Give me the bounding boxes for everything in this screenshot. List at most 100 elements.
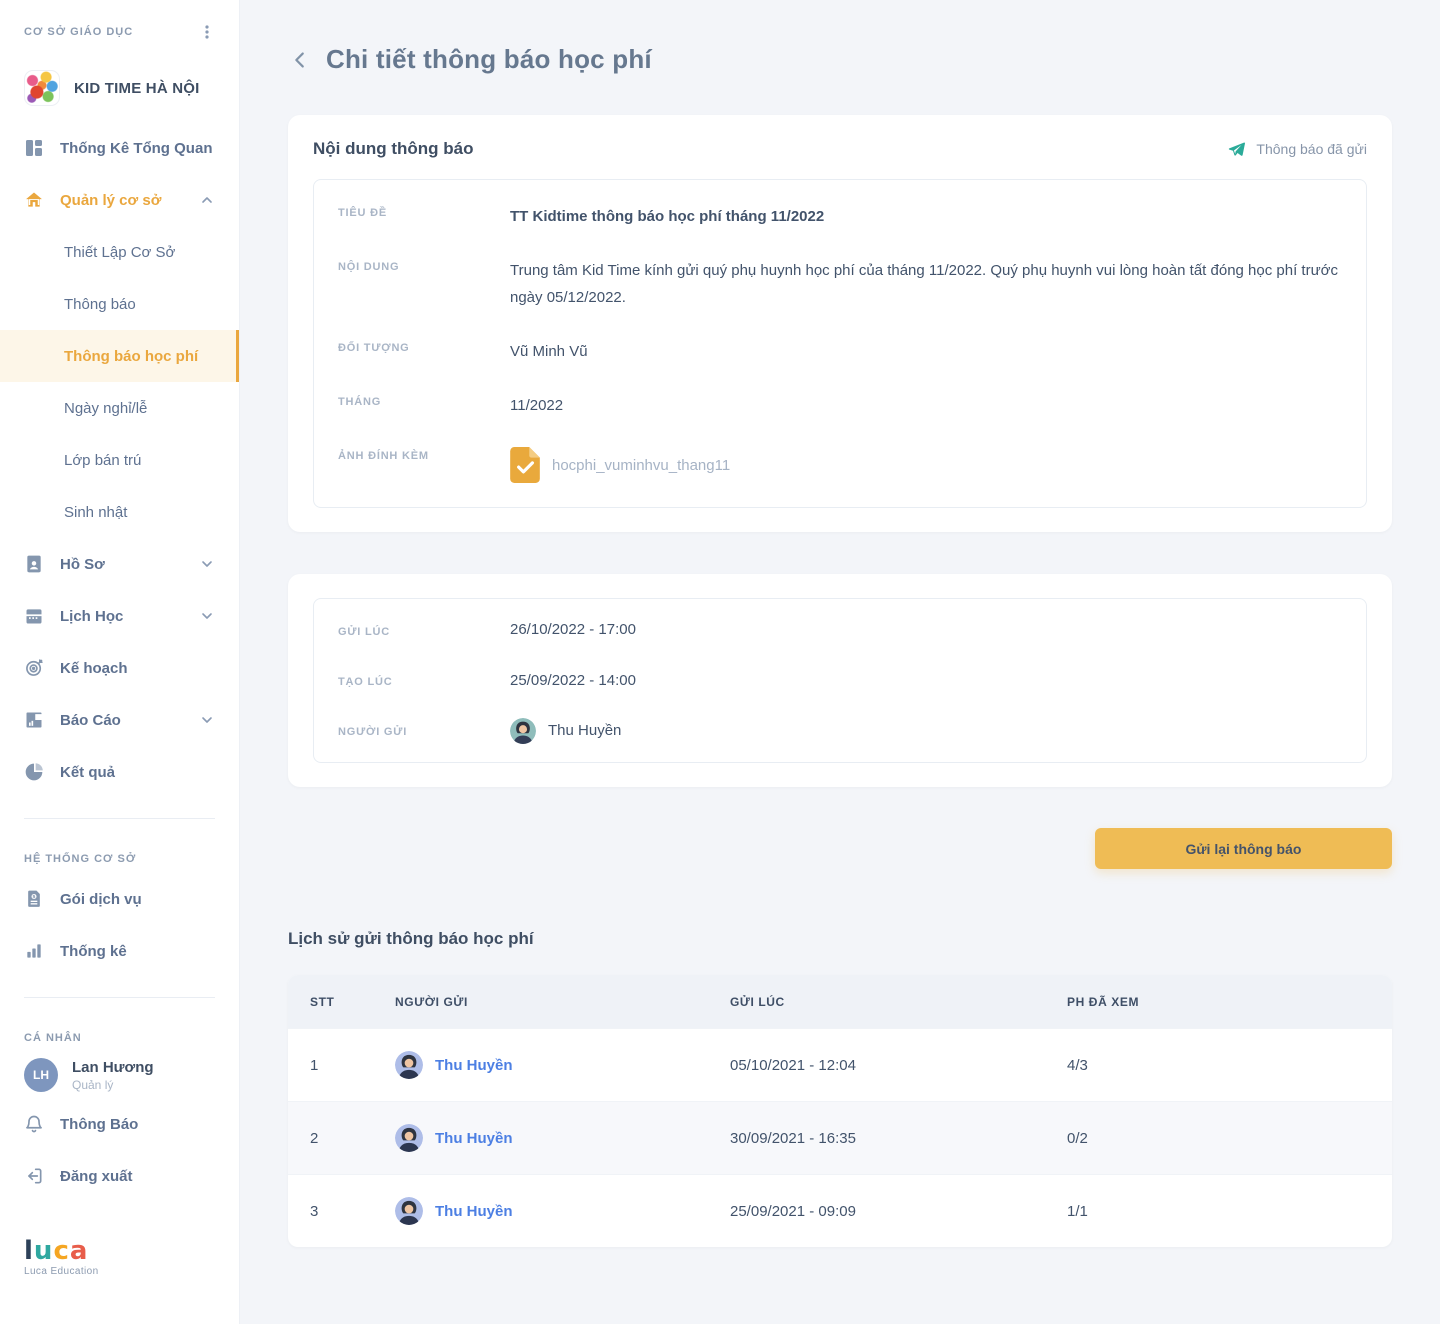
sidebar-item-records[interactable]: Hồ Sơ <box>0 538 239 590</box>
sidebar-item-manage-facility[interactable]: Quản lý cơ sở <box>0 174 239 226</box>
column-header-sent-at: GỬI LÚC <box>730 994 785 1009</box>
sidebar-subitem-label: Sinh nhật <box>64 503 128 521</box>
row-stt: 1 <box>310 1056 319 1074</box>
kebab-menu-icon[interactable] <box>199 24 215 40</box>
row-stt: 3 <box>310 1202 319 1220</box>
sidebar-item-label: Thông Báo <box>60 1115 139 1133</box>
sidebar-subitem-setup[interactable]: Thiết Lập Cơ Sở <box>0 226 239 278</box>
sidebar-item-label: Lịch Học <box>60 607 124 625</box>
sender-avatar <box>510 717 536 744</box>
sidebar-item-label: Thống kê <box>60 942 127 960</box>
field-label: NGƯỜI GỬI <box>338 726 408 739</box>
sidebar-subitem-holidays[interactable]: Ngày nghỉ/lễ <box>0 382 239 434</box>
user-avatar: LH <box>24 1058 58 1092</box>
field-row-created-at: TẠO LÚC 25/09/2022 - 14:00 <box>338 656 1342 706</box>
chevron-down-icon <box>199 608 215 624</box>
user-name: Lan Hương <box>72 1058 154 1076</box>
report-icon <box>24 710 44 730</box>
notice-content-card: Nội dung thông báo Thông báo đã gửi TIÊU… <box>288 115 1392 533</box>
sender-link[interactable]: Thu Huyền <box>395 1051 730 1079</box>
field-row-title: TIÊU ĐỀ TT Kidtime thông báo học phí thá… <box>338 190 1342 244</box>
sidebar-item-label: Hồ Sơ <box>60 555 105 573</box>
sidebar-item-statistics[interactable]: Thống kê <box>0 925 239 977</box>
sidebar-item-label: Gói dịch vụ <box>60 890 142 908</box>
row-seen: 4/3 <box>1067 1056 1088 1074</box>
sidebar-item-label: Kế hoạch <box>60 659 128 677</box>
table-row[interactable]: 1 Thu Huyền 05/10/2021 - 12:04 4/3 <box>288 1028 1392 1101</box>
sidebar-item-label: Báo Cáo <box>60 711 121 729</box>
invoice-icon: $ <box>24 889 44 909</box>
send-info-card: GỬI LÚC 26/10/2022 - 17:00 TẠO LÚC 25/09… <box>288 574 1392 787</box>
sidebar: CƠ SỞ GIÁO DỤC KID TIME HÀ NỘI Thống Kê … <box>0 0 240 1324</box>
sender-avatar <box>395 1197 423 1225</box>
row-sent-at: 25/09/2021 - 09:09 <box>730 1202 856 1220</box>
sender-name: Thu Huyền <box>548 721 622 739</box>
luca-wordmark: luca <box>24 1236 89 1266</box>
bell-icon <box>24 1114 44 1134</box>
sidebar-item-label: Đăng xuất <box>60 1167 133 1185</box>
bar-chart-icon <box>24 941 44 961</box>
resend-notice-button[interactable]: Gửi lại thông báo <box>1095 828 1392 869</box>
sidebar-divider <box>24 997 215 998</box>
sender-avatar <box>395 1051 423 1079</box>
chevron-up-icon <box>199 192 215 208</box>
attachment[interactable]: hocphi_vuminhvu_thang11 <box>510 447 731 484</box>
column-header-stt: STT <box>310 994 335 1009</box>
sender-link[interactable]: Thu Huyền <box>395 1197 730 1225</box>
sidebar-item-results[interactable]: Kết quả <box>0 746 239 798</box>
organization-row[interactable]: KID TIME HÀ NỘI <box>0 70 239 106</box>
field-row-sent-at: GỬI LÚC 26/10/2022 - 17:00 <box>338 605 1342 655</box>
luca-logo: luca Luca Education <box>0 1238 239 1277</box>
row-seen: 1/1 <box>1067 1202 1088 1220</box>
field-row-sender: NGƯỜI GỬI Thu Huyền <box>338 706 1342 756</box>
sidebar-subitem-label: Thông báo học phí <box>64 347 199 365</box>
column-header-seen: PH ĐÃ XEM <box>1067 994 1140 1009</box>
sidebar-menu: Thống Kê Tổng Quan Quản lý cơ sở Thiết L… <box>0 122 239 798</box>
field-value: 26/10/2022 - 17:00 <box>510 621 636 639</box>
history-table: STT NGƯỜI GỬI GỬI LÚC PH ĐÃ XEM 1 Thu Hu… <box>288 975 1392 1247</box>
sidebar-subitem-boarding-class[interactable]: Lớp bán trú <box>0 434 239 486</box>
user-role: Quản lý <box>72 1077 114 1092</box>
main-content: Chi tiết thông báo học phí Nội dung thôn… <box>240 0 1440 1324</box>
org-name: KID TIME HÀ NỘI <box>74 79 200 97</box>
sidebar-subitem-notifications[interactable]: Thông báo <box>0 278 239 330</box>
field-label: NỘI DUNG <box>338 261 400 274</box>
sidebar-item-notifications-personal[interactable]: Thông Báo <box>0 1098 239 1150</box>
sidebar-section-label: CƠ SỞ GIÁO DỤC <box>24 26 134 38</box>
field-row-attachment: ẢNH ĐÍNH KÈM hocphi_vuminhvu_thang11 <box>338 433 1342 497</box>
sender-name: Thu Huyền <box>435 1056 513 1074</box>
table-row[interactable]: 2 Thu Huyền 30/09/2021 - 16:35 0/2 <box>288 1101 1392 1174</box>
column-header-sender: NGƯỜI GỬI <box>395 994 468 1009</box>
sender-link[interactable]: Thu Huyền <box>395 1124 730 1152</box>
sender-name: Thu Huyền <box>435 1129 513 1147</box>
field-value: 25/09/2022 - 14:00 <box>510 671 636 689</box>
sidebar-item-schedule[interactable]: Lịch Học <box>0 590 239 642</box>
sidebar-item-plan[interactable]: Kế hoạch <box>0 642 239 694</box>
file-check-icon <box>510 447 540 484</box>
logout-icon <box>24 1166 44 1186</box>
dashboard-icon <box>24 138 44 158</box>
sidebar-subitem-tuition-notice[interactable]: Thông báo học phí <box>0 330 239 382</box>
attachment-filename: hocphi_vuminhvu_thang11 <box>552 456 731 474</box>
sidebar-item-service-package[interactable]: $ Gói dịch vụ <box>0 873 239 925</box>
field-row-content: NỘI DUNG Trung tâm Kid Time kính gửi quý… <box>338 244 1342 325</box>
table-row[interactable]: 3 Thu Huyền 25/09/2021 - 09:09 1/1 <box>288 1174 1392 1247</box>
notice-card-title: Nội dung thông báo <box>313 139 474 158</box>
history-section-title: Lịch sử gửi thông báo học phí <box>288 929 534 948</box>
sender-person: Thu Huyền <box>510 717 622 744</box>
pie-chart-icon <box>24 762 44 782</box>
sender-name: Thu Huyền <box>435 1202 513 1220</box>
field-label: ĐỐI TƯỢNG <box>338 341 410 354</box>
field-label: TIÊU ĐỀ <box>338 207 387 219</box>
field-row-month: THÁNG 11/2022 <box>338 379 1342 433</box>
sidebar-item-overview[interactable]: Thống Kê Tổng Quan <box>0 122 239 174</box>
back-button[interactable] <box>288 48 312 72</box>
sidebar-item-reports[interactable]: Báo Cáo <box>0 694 239 746</box>
system-section-label: HỆ THỐNG CƠ SỞ <box>24 853 137 865</box>
sidebar-item-logout[interactable]: Đăng xuất <box>0 1150 239 1202</box>
field-label: TẠO LÚC <box>338 676 393 689</box>
sidebar-subitem-label: Lớp bán trú <box>64 451 142 469</box>
user-profile[interactable]: LH Lan Hương Quản lý <box>0 1052 239 1098</box>
row-seen: 0/2 <box>1067 1129 1088 1147</box>
sidebar-subitem-birthday[interactable]: Sinh nhật <box>0 486 239 538</box>
